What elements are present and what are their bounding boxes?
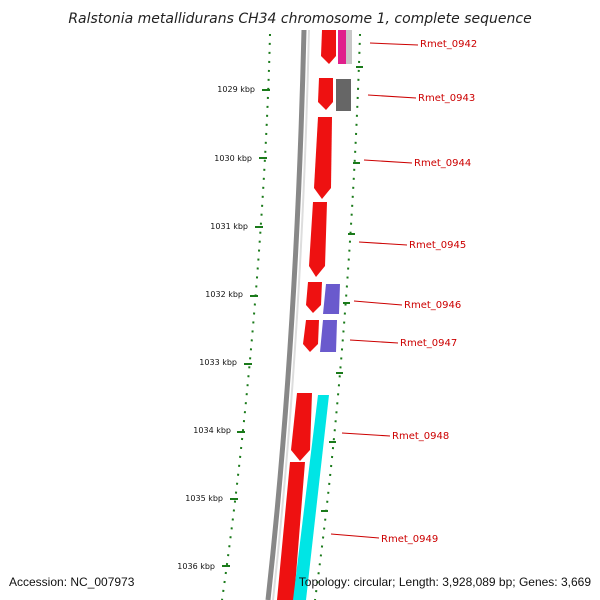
gene-label-rmet-0943[interactable]: Rmet_0943 (418, 93, 475, 104)
gene-label-rmet-0949[interactable]: Rmet_0949 (381, 534, 438, 545)
summary-text: Topology: circular; Length: 3,928,089 bp… (299, 575, 592, 589)
strand-tick (336, 372, 343, 374)
product-features (293, 30, 352, 600)
scale-label-1036: 1036 kbp (177, 562, 215, 571)
gene-arrow-rmet-0947[interactable] (303, 320, 319, 352)
scale-ticks: 1029 kbp 1030 kbp 1031 kbp 1032 kbp 1033… (177, 85, 270, 571)
gene-label-rmet-0948[interactable]: Rmet_0948 (392, 431, 449, 442)
strand-tick (348, 233, 355, 235)
scale-label-1031: 1031 kbp (210, 222, 248, 231)
feature-purple-2[interactable] (320, 320, 337, 352)
scale-tick-1033 (244, 363, 252, 365)
gene-label-leaders (330, 42, 419, 539)
gene-arrow-rmet-0943[interactable] (318, 78, 333, 110)
gene-labels: Rmet_0942 Rmet_0943 Rmet_0944 Rmet_0945 … (381, 39, 477, 545)
scale-label-1030: 1030 kbp (214, 154, 252, 163)
leader-line (349, 339, 399, 344)
gene-arrow-rmet-0942[interactable] (321, 30, 336, 64)
feature-purple-1[interactable] (323, 284, 340, 314)
strand-dotted-line (314, 33, 361, 600)
leader-line (358, 241, 408, 246)
scale-tick-1034 (237, 431, 245, 433)
leader-line (363, 159, 413, 164)
leader-line (369, 42, 419, 46)
sequence-backbone-light (272, 29, 310, 600)
scale-tick-1032 (250, 295, 258, 297)
gene-label-rmet-0945[interactable]: Rmet_0945 (409, 240, 466, 251)
feature-light-gray (346, 30, 352, 64)
scale-tick-1036 (222, 565, 230, 567)
gene-label-rmet-0942[interactable]: Rmet_0942 (420, 39, 477, 50)
gene-arrow-rmet-0945[interactable] (309, 202, 327, 277)
leader-line (353, 300, 403, 306)
feature-cyan[interactable] (293, 395, 329, 600)
scale-label-1033: 1033 kbp (199, 358, 237, 367)
map-title: Ralstonia metallidurans CH34 chromosome … (68, 11, 531, 27)
gene-label-rmet-0946[interactable]: Rmet_0946 (404, 300, 461, 311)
feature-magenta[interactable] (338, 30, 347, 64)
sequence-backbone (265, 29, 307, 600)
scale-label-1035: 1035 kbp (185, 494, 223, 503)
gene-label-rmet-0944[interactable]: Rmet_0944 (414, 158, 471, 169)
accession-text: Accession: NC_007973 (9, 575, 135, 589)
gene-arrow-rmet-0944[interactable] (314, 117, 332, 199)
strand-ticks (321, 66, 363, 512)
scale-label-1034: 1034 kbp (193, 426, 231, 435)
gene-label-rmet-0947[interactable]: Rmet_0947 (400, 338, 457, 349)
scale-tick-1030 (259, 157, 267, 159)
leader-line (330, 533, 380, 539)
gene-arrow-rmet-0948[interactable] (291, 393, 312, 461)
scale-tick-1031 (255, 226, 263, 228)
strand-tick (353, 162, 360, 164)
strand-tick (356, 66, 363, 68)
feature-dark-gray[interactable] (336, 79, 351, 111)
leader-line (341, 432, 391, 437)
gene-arrow-rmet-0949[interactable] (277, 462, 305, 600)
scale-tick-1035 (230, 498, 238, 500)
scale-label-1032: 1032 kbp (205, 290, 243, 299)
gene-arrow-rmet-0946[interactable] (306, 282, 322, 313)
gene-features (277, 30, 336, 600)
strand-tick (321, 510, 328, 512)
leader-line (367, 94, 417, 99)
scale-dotted-line (221, 33, 271, 600)
strand-tick (329, 441, 336, 443)
scale-label-1029: 1029 kbp (217, 85, 255, 94)
scale-tick-1029 (262, 89, 270, 91)
strand-tick (343, 302, 350, 304)
